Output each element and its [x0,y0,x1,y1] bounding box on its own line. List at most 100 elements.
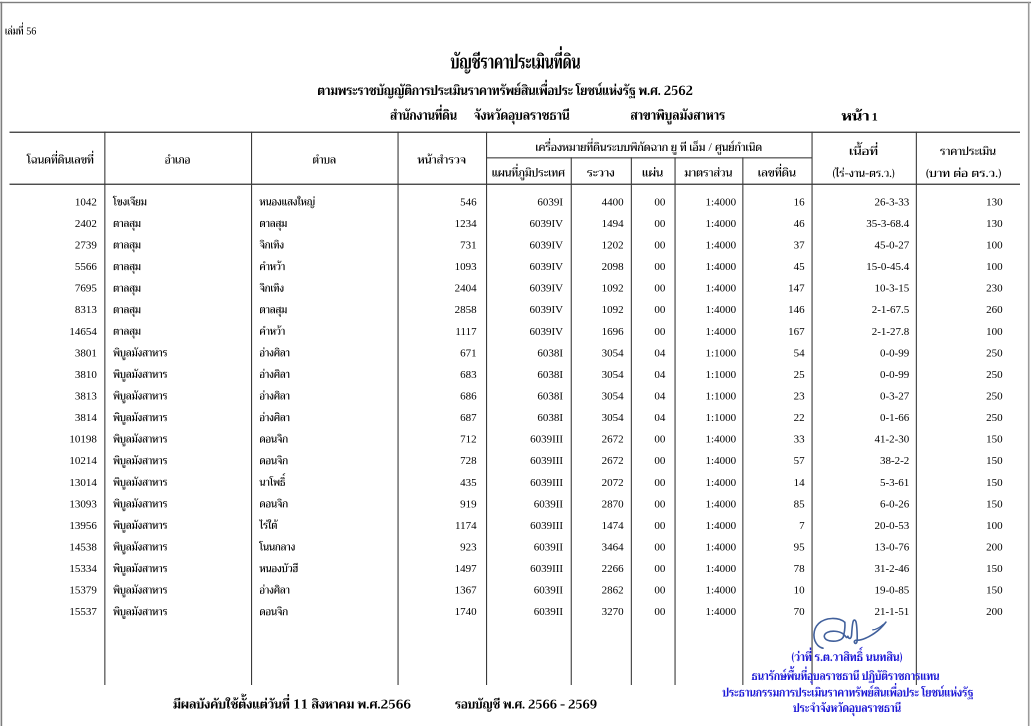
svg-text:6039II: 6039II [534,606,564,618]
svg-text:15334: 15334 [69,563,97,575]
svg-text:00: 00 [654,196,666,208]
svg-text:35-3-68.4: 35-3-68.4 [866,218,910,230]
svg-text:1494: 1494 [602,218,625,230]
svg-text:1:4000: 1:4000 [706,196,737,208]
svg-text:00: 00 [654,585,666,597]
svg-text:1:4000: 1:4000 [706,477,737,489]
svg-text:2402: 2402 [75,218,97,230]
svg-text:6039III: 6039III [530,477,563,489]
svg-text:3054: 3054 [602,369,625,381]
svg-text:13093: 13093 [69,498,97,510]
svg-text:6039III: 6039III [530,434,563,446]
svg-text:6039II: 6039II [534,585,564,597]
svg-text:0-3-27: 0-3-27 [880,391,910,403]
svg-text:25: 25 [794,369,806,381]
svg-text:04: 04 [654,369,666,381]
svg-text:2862: 2862 [602,585,624,597]
svg-text:4400: 4400 [602,196,625,208]
svg-text:1:1000: 1:1000 [706,369,737,381]
svg-text:6039III: 6039III [530,455,563,467]
svg-text:13-0-76: 13-0-76 [874,542,909,554]
svg-text:731: 731 [460,240,477,252]
svg-text:15537: 15537 [69,606,97,618]
svg-text:1:4000: 1:4000 [706,606,737,618]
svg-text:41-2-30: 41-2-30 [874,434,909,446]
svg-text:1:4000: 1:4000 [706,283,737,295]
svg-text:23: 23 [794,391,806,403]
svg-text:54: 54 [794,347,806,359]
svg-text:00: 00 [654,606,666,618]
svg-text:10-3-15: 10-3-15 [874,283,909,295]
svg-text:1092: 1092 [602,304,624,316]
svg-text:0-0-99: 0-0-99 [880,347,910,359]
svg-text:150: 150 [986,455,1003,467]
svg-text:250: 250 [986,369,1003,381]
svg-text:919: 919 [460,498,477,510]
svg-text:00: 00 [654,304,666,316]
svg-text:130: 130 [986,196,1003,208]
svg-text:546: 546 [460,196,477,208]
svg-text:100: 100 [986,261,1003,273]
svg-text:100: 100 [986,240,1003,252]
svg-text:923: 923 [460,542,477,554]
svg-text:200: 200 [986,606,1003,618]
svg-text:230: 230 [986,283,1003,295]
svg-text:13956: 13956 [69,520,97,532]
svg-text:1174: 1174 [455,520,477,532]
svg-text:00: 00 [654,326,666,338]
svg-text:671: 671 [460,347,477,359]
svg-text:6039II: 6039II [534,498,564,510]
svg-text:147: 147 [788,283,805,295]
svg-text:1:4000: 1:4000 [706,585,737,597]
svg-text:15379: 15379 [69,585,97,597]
svg-text:683: 683 [460,369,477,381]
svg-text:2870: 2870 [602,498,625,510]
svg-text:37: 37 [794,240,806,252]
svg-text:1:4000: 1:4000 [706,326,737,338]
svg-text:6-0-26: 6-0-26 [880,498,910,510]
svg-text:6039IV: 6039IV [529,283,563,295]
svg-text:14: 14 [794,477,806,489]
svg-text:15-0-45.4: 15-0-45.4 [866,261,910,273]
svg-text:1:1000: 1:1000 [706,391,737,403]
svg-text:00: 00 [654,498,666,510]
svg-text:31-2-46: 31-2-46 [874,563,909,575]
svg-text:45-0-27: 45-0-27 [874,240,909,252]
svg-text:70: 70 [794,606,806,618]
svg-text:00: 00 [654,434,666,446]
svg-text:20-0-53: 20-0-53 [874,520,909,532]
svg-text:1: 1 [872,110,878,124]
svg-text:00: 00 [654,283,666,295]
svg-text:6039IV: 6039IV [529,304,563,316]
svg-text:6038I: 6038I [537,412,563,424]
svg-text:10: 10 [794,585,806,597]
svg-text:167: 167 [788,326,805,338]
svg-text:33: 33 [794,434,806,446]
svg-text:3814: 3814 [75,412,98,424]
svg-text:1:4000: 1:4000 [706,240,737,252]
svg-text:00: 00 [654,477,666,489]
svg-text:687: 687 [460,412,477,424]
svg-text:57: 57 [794,455,806,467]
svg-text:22: 22 [794,412,805,424]
svg-text:2098: 2098 [602,261,625,273]
svg-text:3054: 3054 [602,347,625,359]
svg-text:14538: 14538 [69,542,97,554]
svg-text:6038I: 6038I [537,369,563,381]
svg-text:1092: 1092 [602,283,624,295]
svg-text:3810: 3810 [75,369,98,381]
svg-text:260: 260 [986,304,1003,316]
svg-text:3270: 3270 [602,606,625,618]
svg-text:00: 00 [654,240,666,252]
svg-text:6039III: 6039III [530,520,563,532]
svg-text:6039IV: 6039IV [529,326,563,338]
svg-text:10214: 10214 [69,455,97,467]
svg-text:00: 00 [654,218,666,230]
svg-text:04: 04 [654,412,666,424]
svg-text:2672: 2672 [602,434,624,446]
svg-text:150: 150 [986,585,1003,597]
svg-text:3054: 3054 [602,412,625,424]
svg-text:200: 200 [986,542,1003,554]
svg-text:3464: 3464 [602,542,625,554]
svg-text:1474: 1474 [602,520,625,532]
